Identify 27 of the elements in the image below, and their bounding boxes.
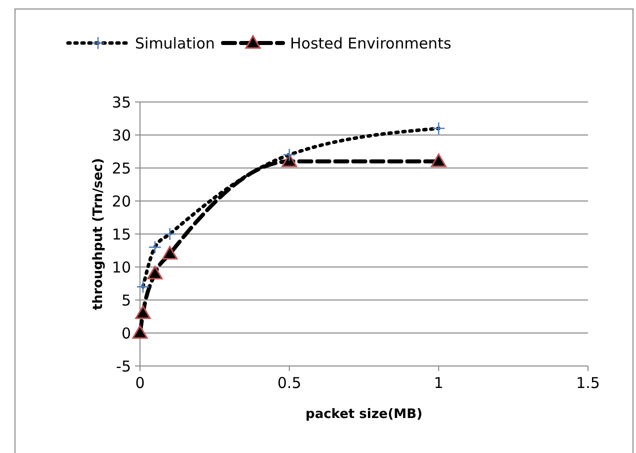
point: [136, 280, 150, 294]
point: [162, 246, 178, 260]
legend-label: Simulation: [135, 34, 215, 52]
x-tick-label: 1: [434, 374, 444, 392]
y-tick-label: 15: [112, 225, 131, 244]
y-tick-label: 20: [112, 192, 131, 210]
point: [282, 148, 296, 162]
point: [132, 325, 148, 339]
y-axis-title: throughput (Trn/sec): [91, 158, 106, 310]
point: [135, 305, 151, 319]
legend-label: Hosted Environments: [290, 34, 452, 52]
y-tick-label: 30: [112, 126, 131, 144]
x-axis-title: packet size(MB): [306, 407, 422, 422]
point: [432, 122, 446, 136]
y-tick-label: 5: [121, 291, 131, 310]
y-tick-label: 0: [121, 324, 131, 342]
y-tick-label: 10: [112, 258, 131, 276]
point: [147, 266, 163, 280]
point: [430, 154, 446, 168]
x-tick-label: 0.5: [277, 374, 302, 392]
y-tick-label: -5: [116, 357, 131, 376]
point: [163, 227, 177, 241]
x-tick-label: 1.5: [576, 374, 600, 392]
y-tick-label: 35: [112, 93, 131, 112]
point: [148, 240, 162, 254]
x-tick-label: 0: [135, 374, 145, 392]
y-tick-label: 25: [112, 159, 131, 178]
